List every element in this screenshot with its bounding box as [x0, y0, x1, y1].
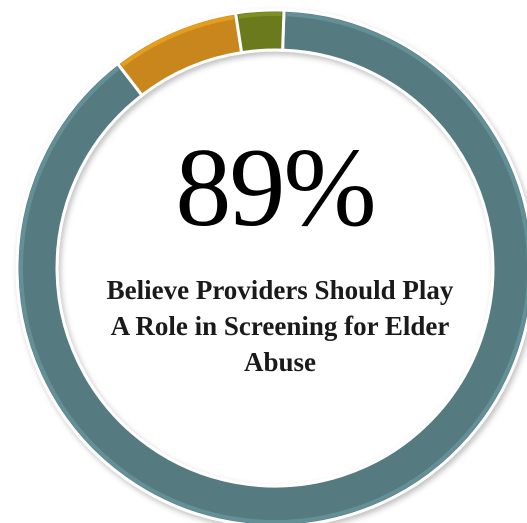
donut-slice-highlight-2 — [120, 15, 234, 67]
donut-slice-3 — [233, 8, 286, 55]
caption-text: Believe Providers Should Play A Role in … — [106, 275, 454, 377]
donut-slice-1 — [15, 8, 527, 523]
headline-value: 89% — [175, 126, 376, 250]
donut-slice-highlight-3 — [238, 12, 282, 19]
donut-slice-highlight-1 — [19, 12, 527, 523]
